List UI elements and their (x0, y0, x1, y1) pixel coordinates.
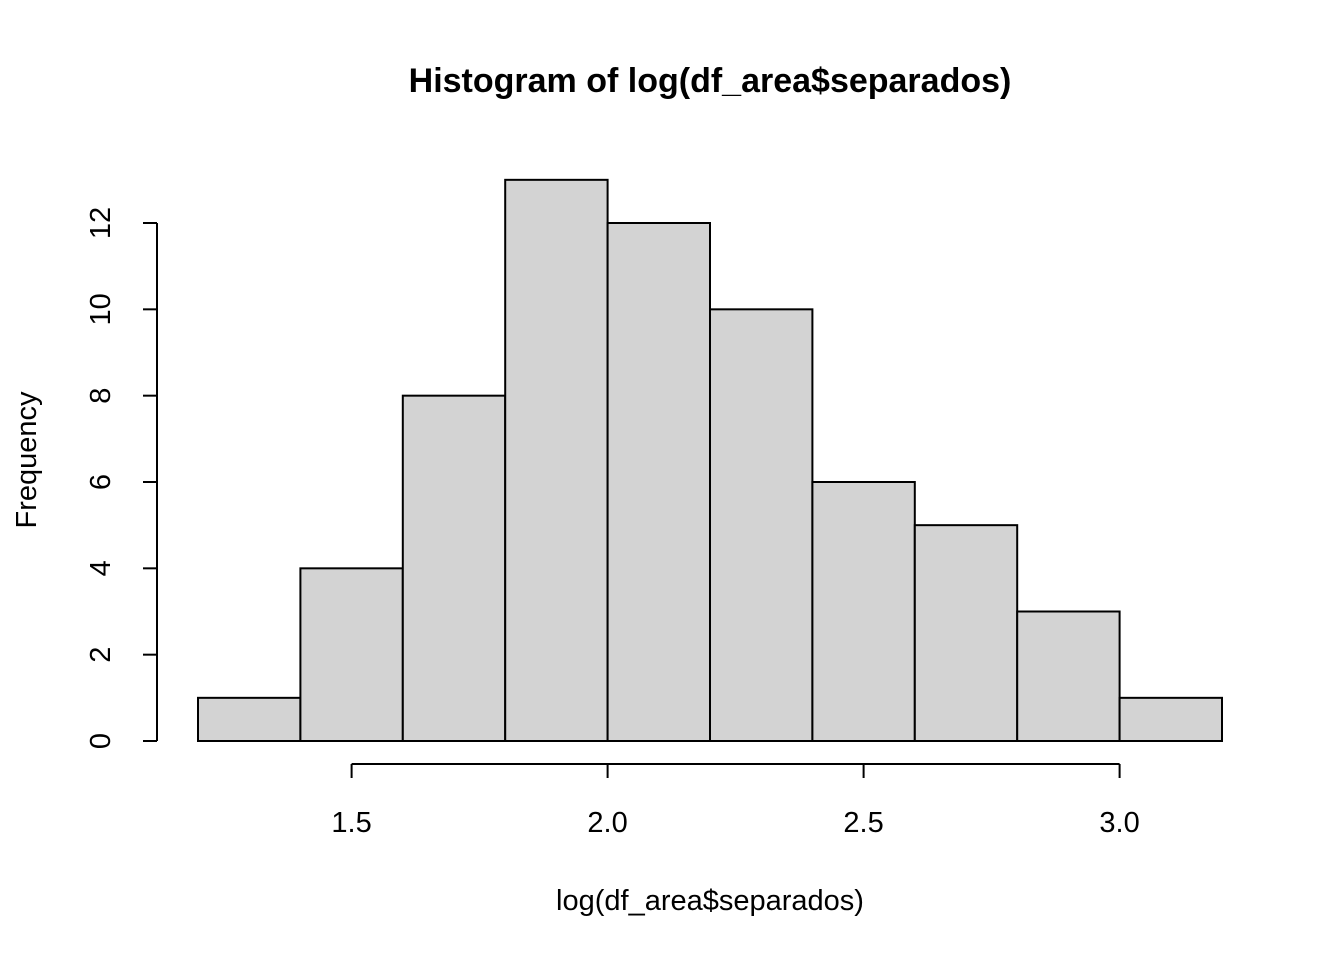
histogram-bar (606, 222, 711, 742)
x-tick-label: 1.5 (331, 807, 371, 839)
histogram-bar (504, 178, 609, 743)
x-tick-label: 3.0 (1099, 807, 1139, 839)
x-tick-label: 2.5 (843, 807, 883, 839)
y-tick-label: 10 (85, 293, 117, 325)
histogram-bar (709, 308, 814, 742)
x-axis: 1.5 2.0 2.5 3.0 (331, 763, 1140, 839)
y-tick-label: 2 (85, 647, 117, 663)
y-tick-label: 8 (85, 388, 117, 404)
histogram-bar (1118, 696, 1223, 742)
chart-title: Histogram of log(df_area$separados) (409, 62, 1012, 100)
x-tick-label: 2.0 (587, 807, 627, 839)
y-axis-label: Frequency (11, 391, 43, 529)
histogram-bar (299, 567, 404, 742)
histogram-bar (197, 696, 302, 742)
y-tick-label: 0 (85, 733, 117, 749)
y-tick-label: 12 (85, 207, 117, 239)
histogram-bar (1016, 610, 1121, 742)
histogram-bar (811, 481, 916, 742)
y-axis: 0 2 4 6 8 10 12 (85, 207, 158, 749)
y-tick-label: 6 (85, 474, 117, 490)
y-tick-label: 4 (85, 560, 117, 576)
bars-group (197, 178, 1223, 743)
x-axis-label: log(df_area$separados) (556, 885, 864, 917)
histogram-bar (401, 394, 507, 742)
histogram-bar (913, 524, 1019, 743)
